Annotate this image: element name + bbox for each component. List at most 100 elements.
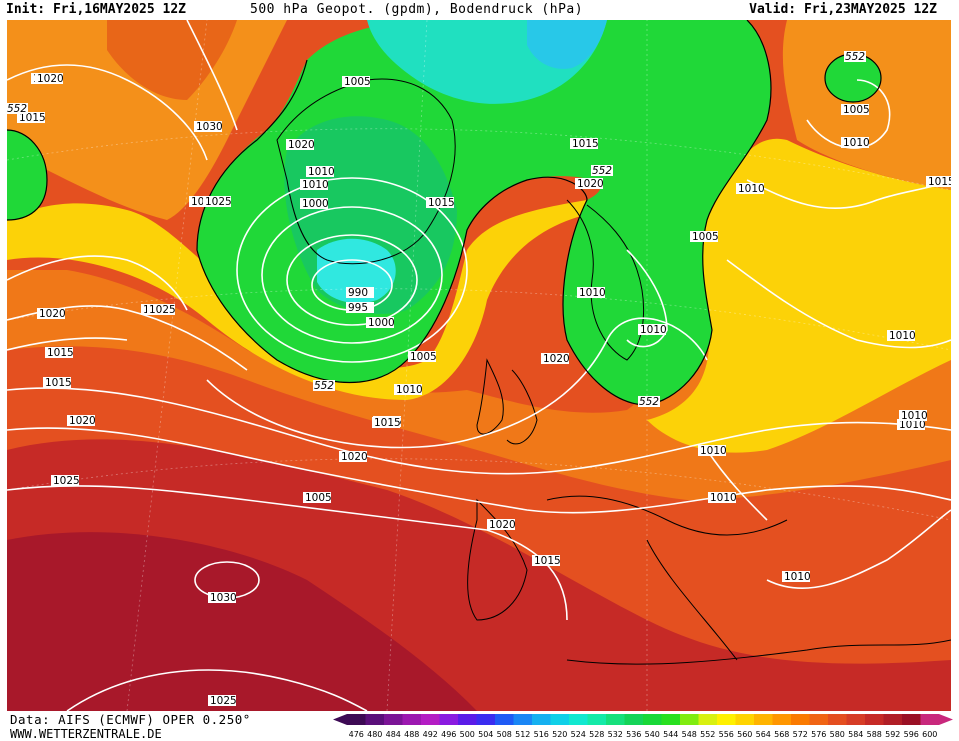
pressure-label-bg: [408, 351, 436, 362]
pressure-label-bg: [570, 138, 598, 149]
pressure-label-bg: [541, 353, 569, 364]
pressure-label: 995: [348, 302, 368, 314]
legend-tick-label: 584: [848, 730, 863, 739]
legend-swatch: [587, 714, 606, 725]
pressure-label: 1010: [843, 137, 870, 149]
pressure-label-bg: [577, 287, 605, 298]
pressure-label: 1015: [19, 112, 46, 124]
pressure-label-bg: [37, 308, 65, 319]
legend-swatch: [606, 714, 625, 725]
legend-swatch: [902, 714, 921, 725]
chart-header: Init: Fri,16MAY2025 12Z 500 hPa Geopot. …: [0, 0, 959, 20]
pressure-label-bg: [394, 384, 422, 395]
pressure-label: 1015: [928, 176, 951, 188]
pressure-label: 1010: [302, 179, 329, 191]
pressure-label: 1010: [738, 183, 765, 195]
pressure-label: 1020: [39, 308, 66, 320]
pressure-label: 1015: [534, 555, 561, 567]
height-contour-label: 552: [592, 165, 612, 177]
legend-swatch: [421, 714, 440, 725]
legend-swatch: [735, 714, 754, 725]
legend-tick-label: 488: [404, 730, 419, 739]
legend-swatch: [495, 714, 514, 725]
legend-tick-label: 568: [774, 730, 789, 739]
legend-tick-label: 540: [645, 730, 660, 739]
legend-tick-label: 556: [719, 730, 734, 739]
legend-tick-label: 512: [515, 730, 530, 739]
pressure-label-bg: [208, 592, 236, 603]
chart-footer: Data: AIFS (ECMWF) OPER 0.250° WWW.WETTE…: [0, 711, 959, 741]
arctic-cold-cell: [527, 20, 607, 69]
pressure-label: 1010: [899, 419, 926, 431]
pressure-label-bg: [736, 183, 764, 194]
pressure-label-bg: [899, 410, 927, 421]
height-label-bg: [313, 380, 335, 391]
north-orange: [7, 20, 287, 220]
legend-swatch: [365, 714, 384, 725]
legend-swatch: [513, 714, 532, 725]
legend-tick-label: 492: [423, 730, 438, 739]
pressure-label: 1020: [543, 353, 570, 365]
legend-swatch: [809, 714, 828, 725]
legend-swatch: [828, 714, 847, 725]
legend-swatch: [883, 714, 902, 725]
pressure-label: 1010: [784, 571, 811, 583]
pressure-label-bg: [339, 451, 367, 462]
pressure-label: 1010: [396, 384, 423, 396]
pressure-label-bg: [17, 112, 45, 123]
pressure-label-bg: [532, 555, 560, 566]
legend-tick-label: 516: [534, 730, 549, 739]
legend-tick-label: 576: [811, 730, 826, 739]
legend-swatch: [846, 714, 865, 725]
legend-swatch: [624, 714, 643, 725]
map-panel: 1020 1015 1030 1025 1005 1010 1015 1020 1025 1015…: [7, 20, 951, 711]
legend-swatch: [698, 714, 717, 725]
pressure-label: 1020: [577, 178, 604, 190]
pressure-label-bg: [426, 197, 454, 208]
pressure-label: 1020: [341, 451, 368, 463]
pressure-label-bg: [372, 417, 400, 428]
pressure-label-bg: [35, 73, 63, 84]
legend-tick-label: 536: [626, 730, 641, 739]
legend-swatch: [439, 714, 458, 725]
pressure-label-bg: [926, 176, 951, 187]
legend-tick-label: 500: [460, 730, 475, 739]
warm-core-inner: [7, 532, 477, 711]
pressure-label-bg: [306, 166, 334, 177]
pressure-label-bg: [208, 695, 236, 706]
legend-swatch: [458, 714, 477, 725]
pressure-labels: 1020 1015 1030 1025 1005 1010 1015 1020 1025 1015…: [17, 73, 951, 707]
pressure-label-bg: [203, 196, 231, 207]
legend-swatch: [569, 714, 588, 725]
geopotential-map: 1020 1015 1030 1025 1005 1010 1015 1020 1025 1015…: [7, 20, 951, 711]
pressure-label: 1025: [210, 695, 237, 707]
legend-swatch: [791, 714, 810, 725]
pressure-label-bg: [841, 104, 869, 115]
height-label-bg: [591, 165, 613, 176]
pressure-label-bg: [45, 347, 73, 358]
low-core: [317, 238, 396, 304]
pressure-label-bg: [67, 415, 95, 426]
west-trough-cell: [7, 130, 47, 220]
height-contour-label: 552: [314, 380, 334, 392]
legend-tick-label: 528: [589, 730, 604, 739]
isobars: [7, 20, 951, 711]
legend-tick-label: 580: [830, 730, 845, 739]
height-contour-label: 552: [639, 396, 659, 408]
legend-tick-label: 544: [663, 730, 678, 739]
legend-swatch: [347, 714, 366, 725]
pressure-label-bg: [346, 287, 374, 298]
pressure-label-bg: [690, 231, 718, 242]
ne-trough-cell: [825, 54, 881, 102]
pressure-label: 1015: [428, 197, 455, 209]
pressure-label-bg: [303, 492, 331, 503]
legend-swatch: [865, 714, 884, 725]
pressure-label-bg: [841, 137, 869, 148]
pressure-label-bg: [782, 571, 810, 582]
pressure-label: 1010: [579, 287, 606, 299]
legend-tick-label: 484: [386, 730, 401, 739]
pressure-label: 1015: [45, 377, 72, 389]
color-legend: 476 480 484 488 492 496 500 504 508 512 516 520 524 5…: [333, 714, 953, 739]
pressure-label: 1020: [37, 73, 64, 85]
